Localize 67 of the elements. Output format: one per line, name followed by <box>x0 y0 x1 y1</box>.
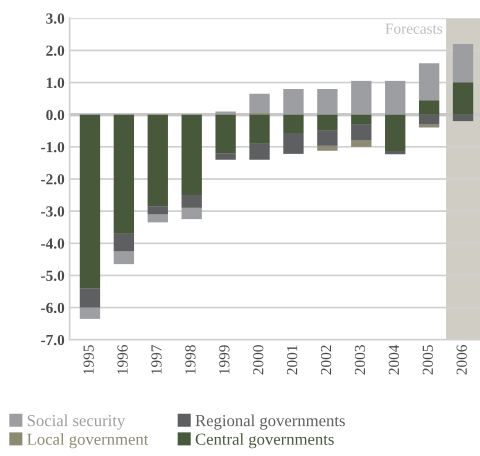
bar <box>351 140 372 147</box>
legend-label: Regional governments <box>196 414 345 430</box>
bar <box>114 234 134 252</box>
bar <box>283 88 304 115</box>
bar <box>385 114 406 152</box>
x-tick-label: 1996 <box>117 345 128 374</box>
bar <box>418 100 440 115</box>
y-tick-label: -7.0 <box>41 334 64 346</box>
bar <box>418 63 440 100</box>
y-tick-label: 1.0 <box>46 78 64 88</box>
y-tick-label: -6.0 <box>41 302 64 314</box>
bar <box>215 114 236 154</box>
band-label: Forecasts <box>385 24 442 34</box>
bar <box>215 153 236 160</box>
x-tick-label: 2005 <box>422 345 433 374</box>
bar <box>452 82 474 115</box>
bar <box>283 114 304 134</box>
bar <box>317 114 338 131</box>
bar <box>351 124 372 140</box>
x-tick-label: 2003 <box>354 345 366 374</box>
x-tick-label: 1995 <box>84 345 94 374</box>
y-tick-label: 3.0 <box>46 13 64 24</box>
y-tick-label: -2.0 <box>41 174 64 184</box>
bar <box>351 114 372 124</box>
y-tick-label: 0.0 <box>46 110 64 120</box>
bar <box>182 195 202 208</box>
x-tick-label: 2002 <box>320 345 332 374</box>
x-tick-label: 2001 <box>286 346 298 374</box>
bar <box>249 114 270 144</box>
y-tick-label: -1.0 <box>41 142 64 152</box>
bar <box>215 111 236 115</box>
bar <box>452 44 474 83</box>
x-tick-label: 1998 <box>185 345 196 374</box>
bar <box>317 88 338 115</box>
x-tick-label: 2004 <box>388 344 400 374</box>
bar <box>148 114 168 206</box>
bar <box>148 214 168 222</box>
bar <box>182 114 202 196</box>
bar <box>317 146 338 151</box>
legend-label: Social security <box>28 414 126 430</box>
legend-label: Central governments <box>196 433 334 448</box>
bar <box>148 206 168 214</box>
y-tick-label: -4.0 <box>41 238 64 249</box>
bar <box>80 288 100 308</box>
bar <box>418 114 440 124</box>
x-tick-label: 1999 <box>219 345 230 374</box>
bar <box>114 251 134 264</box>
x-tick-label: 2000 <box>253 345 264 374</box>
y-tick-label: 2.0 <box>46 46 64 56</box>
bar <box>80 308 100 319</box>
legend-label: Local government <box>27 433 148 448</box>
bar <box>249 94 270 114</box>
y-tick-label: -5.0 <box>41 270 64 281</box>
bar <box>283 133 304 154</box>
y-tick-label: -3.0 <box>41 206 64 217</box>
bar <box>351 80 372 115</box>
bar <box>418 124 440 128</box>
bar <box>317 130 338 146</box>
bar <box>385 151 406 154</box>
bar <box>249 144 270 160</box>
bar <box>114 114 134 234</box>
bar <box>452 114 474 122</box>
x-tick-label: 2006 <box>456 345 467 374</box>
bar <box>80 114 100 288</box>
bar <box>182 208 202 220</box>
bar <box>385 80 406 115</box>
x-tick-label: 1997 <box>151 345 162 374</box>
